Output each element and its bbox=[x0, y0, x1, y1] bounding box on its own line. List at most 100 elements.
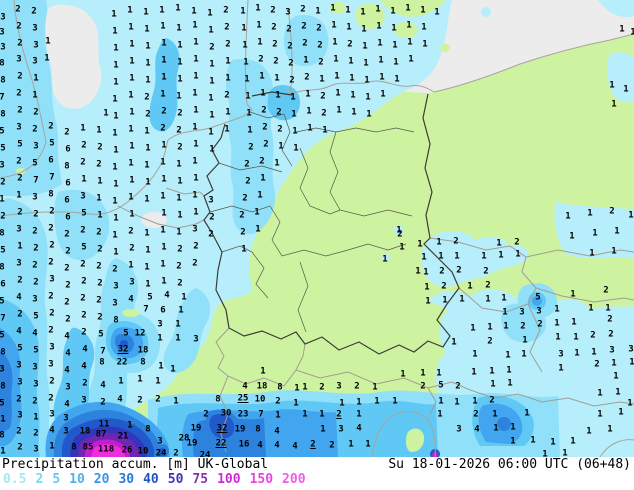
svg-text:2: 2 bbox=[31, 7, 36, 17]
svg-text:1: 1 bbox=[244, 75, 249, 85]
svg-text:2: 2 bbox=[259, 157, 264, 167]
svg-text:2: 2 bbox=[420, 382, 425, 392]
svg-text:1: 1 bbox=[627, 399, 632, 409]
svg-text:2: 2 bbox=[223, 6, 228, 16]
svg-text:1: 1 bbox=[176, 160, 181, 170]
svg-text:2: 2 bbox=[128, 227, 133, 237]
svg-text:1: 1 bbox=[224, 125, 229, 135]
svg-text:2: 2 bbox=[224, 91, 229, 101]
svg-text:1: 1 bbox=[177, 58, 182, 68]
svg-text:8: 8 bbox=[215, 395, 220, 405]
legend-value-200: 200 bbox=[282, 472, 306, 487]
svg-text:1: 1 bbox=[489, 367, 494, 377]
svg-text:1: 1 bbox=[392, 41, 397, 51]
svg-text:2: 2 bbox=[65, 281, 70, 291]
svg-text:1: 1 bbox=[113, 180, 118, 190]
svg-text:5: 5 bbox=[0, 246, 5, 256]
svg-text:2: 2 bbox=[48, 326, 53, 336]
svg-text:1: 1 bbox=[425, 297, 430, 307]
svg-text:1: 1 bbox=[399, 243, 404, 253]
svg-text:2: 2 bbox=[240, 228, 245, 238]
svg-text:24: 24 bbox=[156, 449, 167, 458]
svg-text:3: 3 bbox=[0, 161, 5, 171]
svg-text:1: 1 bbox=[160, 226, 165, 236]
svg-text:5: 5 bbox=[123, 329, 128, 339]
svg-text:3: 3 bbox=[49, 275, 54, 285]
svg-text:1: 1 bbox=[507, 379, 512, 389]
svg-text:4: 4 bbox=[65, 349, 71, 359]
svg-text:3: 3 bbox=[33, 380, 38, 390]
svg-text:2: 2 bbox=[96, 296, 101, 306]
svg-text:1: 1 bbox=[390, 7, 395, 17]
svg-text:2: 2 bbox=[310, 440, 315, 450]
svg-text:23: 23 bbox=[238, 410, 249, 420]
svg-text:1: 1 bbox=[364, 76, 369, 86]
svg-text:2: 2 bbox=[33, 244, 38, 254]
svg-text:2: 2 bbox=[603, 286, 608, 296]
svg-text:1: 1 bbox=[144, 25, 149, 35]
svg-text:2: 2 bbox=[304, 73, 309, 83]
land-gap-england bbox=[16, 168, 26, 174]
svg-text:1: 1 bbox=[260, 367, 265, 377]
svg-text:4: 4 bbox=[16, 327, 22, 337]
svg-text:2: 2 bbox=[0, 178, 5, 188]
svg-text:2: 2 bbox=[263, 140, 268, 150]
svg-text:3: 3 bbox=[63, 427, 68, 437]
svg-text:4: 4 bbox=[16, 293, 22, 303]
svg-text:1: 1 bbox=[481, 252, 486, 262]
svg-text:4: 4 bbox=[128, 295, 134, 305]
istria-peninsula bbox=[405, 428, 425, 452]
svg-text:5: 5 bbox=[0, 127, 5, 137]
svg-text:1: 1 bbox=[113, 146, 118, 156]
svg-text:19: 19 bbox=[235, 425, 246, 435]
svg-text:2: 2 bbox=[32, 125, 37, 135]
svg-text:1: 1 bbox=[574, 349, 579, 359]
svg-text:1: 1 bbox=[128, 261, 133, 271]
svg-text:2: 2 bbox=[239, 211, 244, 221]
svg-text:1: 1 bbox=[177, 41, 182, 51]
svg-text:2: 2 bbox=[80, 294, 85, 304]
svg-text:1: 1 bbox=[487, 323, 492, 333]
svg-text:1: 1 bbox=[336, 106, 341, 116]
svg-text:1: 1 bbox=[16, 191, 21, 201]
sweden-tip bbox=[380, 0, 446, 17]
svg-text:1: 1 bbox=[555, 333, 560, 343]
svg-text:22: 22 bbox=[117, 358, 128, 368]
svg-text:2: 2 bbox=[176, 126, 181, 136]
svg-text:3: 3 bbox=[16, 55, 21, 65]
svg-text:1: 1 bbox=[614, 227, 619, 237]
svg-text:1: 1 bbox=[350, 91, 355, 101]
land-gap-france bbox=[122, 309, 140, 317]
svg-text:5: 5 bbox=[81, 209, 86, 219]
svg-text:2: 2 bbox=[287, 42, 292, 52]
svg-text:1: 1 bbox=[161, 277, 166, 287]
svg-text:1: 1 bbox=[611, 359, 616, 369]
island-funen bbox=[330, 2, 346, 14]
svg-text:8: 8 bbox=[64, 162, 69, 172]
svg-text:1: 1 bbox=[275, 411, 280, 421]
svg-text:3: 3 bbox=[112, 299, 117, 309]
legend-value-10: 10 bbox=[69, 472, 85, 487]
svg-text:8: 8 bbox=[0, 263, 5, 273]
svg-text:32: 32 bbox=[217, 424, 228, 434]
svg-text:1: 1 bbox=[243, 58, 248, 68]
svg-text:2: 2 bbox=[16, 427, 21, 437]
svg-text:1: 1 bbox=[112, 129, 117, 139]
svg-text:4: 4 bbox=[274, 441, 280, 451]
svg-text:2: 2 bbox=[300, 5, 305, 15]
svg-text:1: 1 bbox=[434, 8, 439, 18]
svg-text:2: 2 bbox=[203, 410, 208, 420]
svg-text:1: 1 bbox=[145, 42, 150, 52]
svg-text:1: 1 bbox=[393, 58, 398, 68]
precip-band-150 bbox=[91, 444, 125, 457]
svg-text:1: 1 bbox=[255, 225, 260, 235]
svg-text:2: 2 bbox=[49, 241, 54, 251]
germany-borders bbox=[203, 91, 460, 355]
svg-text:1: 1 bbox=[619, 25, 624, 35]
svg-text:1: 1 bbox=[405, 4, 410, 14]
svg-text:1: 1 bbox=[113, 61, 118, 71]
svg-text:2: 2 bbox=[439, 267, 444, 277]
legend-value-75: 75 bbox=[192, 472, 209, 487]
